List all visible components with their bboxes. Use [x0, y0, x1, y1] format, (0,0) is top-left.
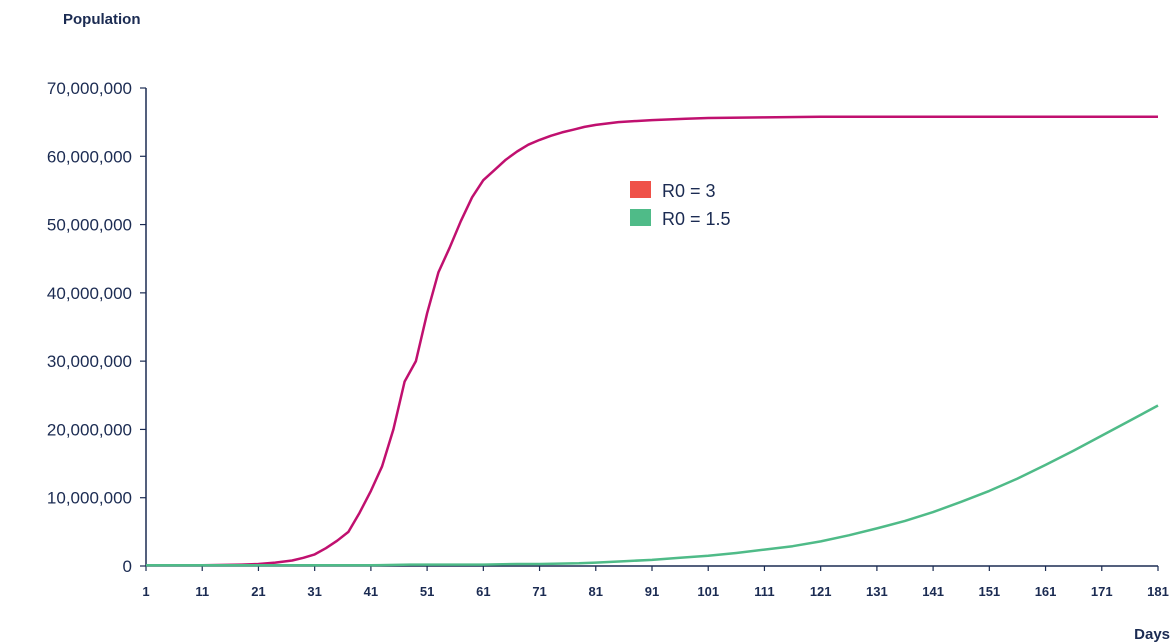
- x-tick-label: 61: [476, 584, 490, 599]
- x-tick-label: 141: [922, 584, 944, 599]
- legend-swatch-2: [630, 209, 651, 226]
- y-tick-label: 40,000,000: [47, 284, 132, 303]
- series-line-1: [146, 115, 1158, 567]
- x-tick-label: 21: [251, 584, 265, 599]
- y-tick-label: 20,000,000: [47, 420, 132, 439]
- legend-label-2: R0 = 1.5: [662, 209, 731, 229]
- legend-swatch-1: [630, 181, 651, 198]
- y-tick-label: 50,000,000: [47, 216, 132, 235]
- series-line-2: [146, 404, 1159, 567]
- y-tick-label: 60,000,000: [47, 147, 132, 166]
- y-axis-title: Population: [63, 11, 141, 28]
- y-tick-label: 0: [123, 557, 132, 576]
- x-tick-label: 121: [810, 584, 832, 599]
- x-tick-label: 131: [866, 584, 888, 599]
- x-tick-label: 171: [1091, 584, 1113, 599]
- x-tick-label: 161: [1035, 584, 1057, 599]
- x-tick-label: 41: [364, 584, 378, 599]
- x-tick-label: 31: [307, 584, 321, 599]
- y-tick-label: 10,000,000: [47, 489, 132, 508]
- x-axis-title: Days: [1134, 626, 1170, 643]
- x-tick-label: 1: [142, 584, 149, 599]
- x-tick-label: 111: [754, 584, 774, 599]
- y-tick-label: 30,000,000: [47, 352, 132, 371]
- x-tick-label: 151: [978, 584, 1000, 599]
- legend-label-1: R0 = 3: [662, 181, 716, 201]
- x-tick-label: 91: [645, 584, 659, 599]
- x-tick-label: 51: [420, 584, 434, 599]
- x-tick-label: 71: [532, 584, 546, 599]
- x-tick-label: 181: [1147, 584, 1169, 599]
- y-tick-label: 70,000,000: [47, 79, 132, 98]
- x-tick-label: 11: [195, 584, 209, 599]
- x-tick-label: 81: [589, 584, 603, 599]
- x-tick-label: 101: [697, 584, 719, 599]
